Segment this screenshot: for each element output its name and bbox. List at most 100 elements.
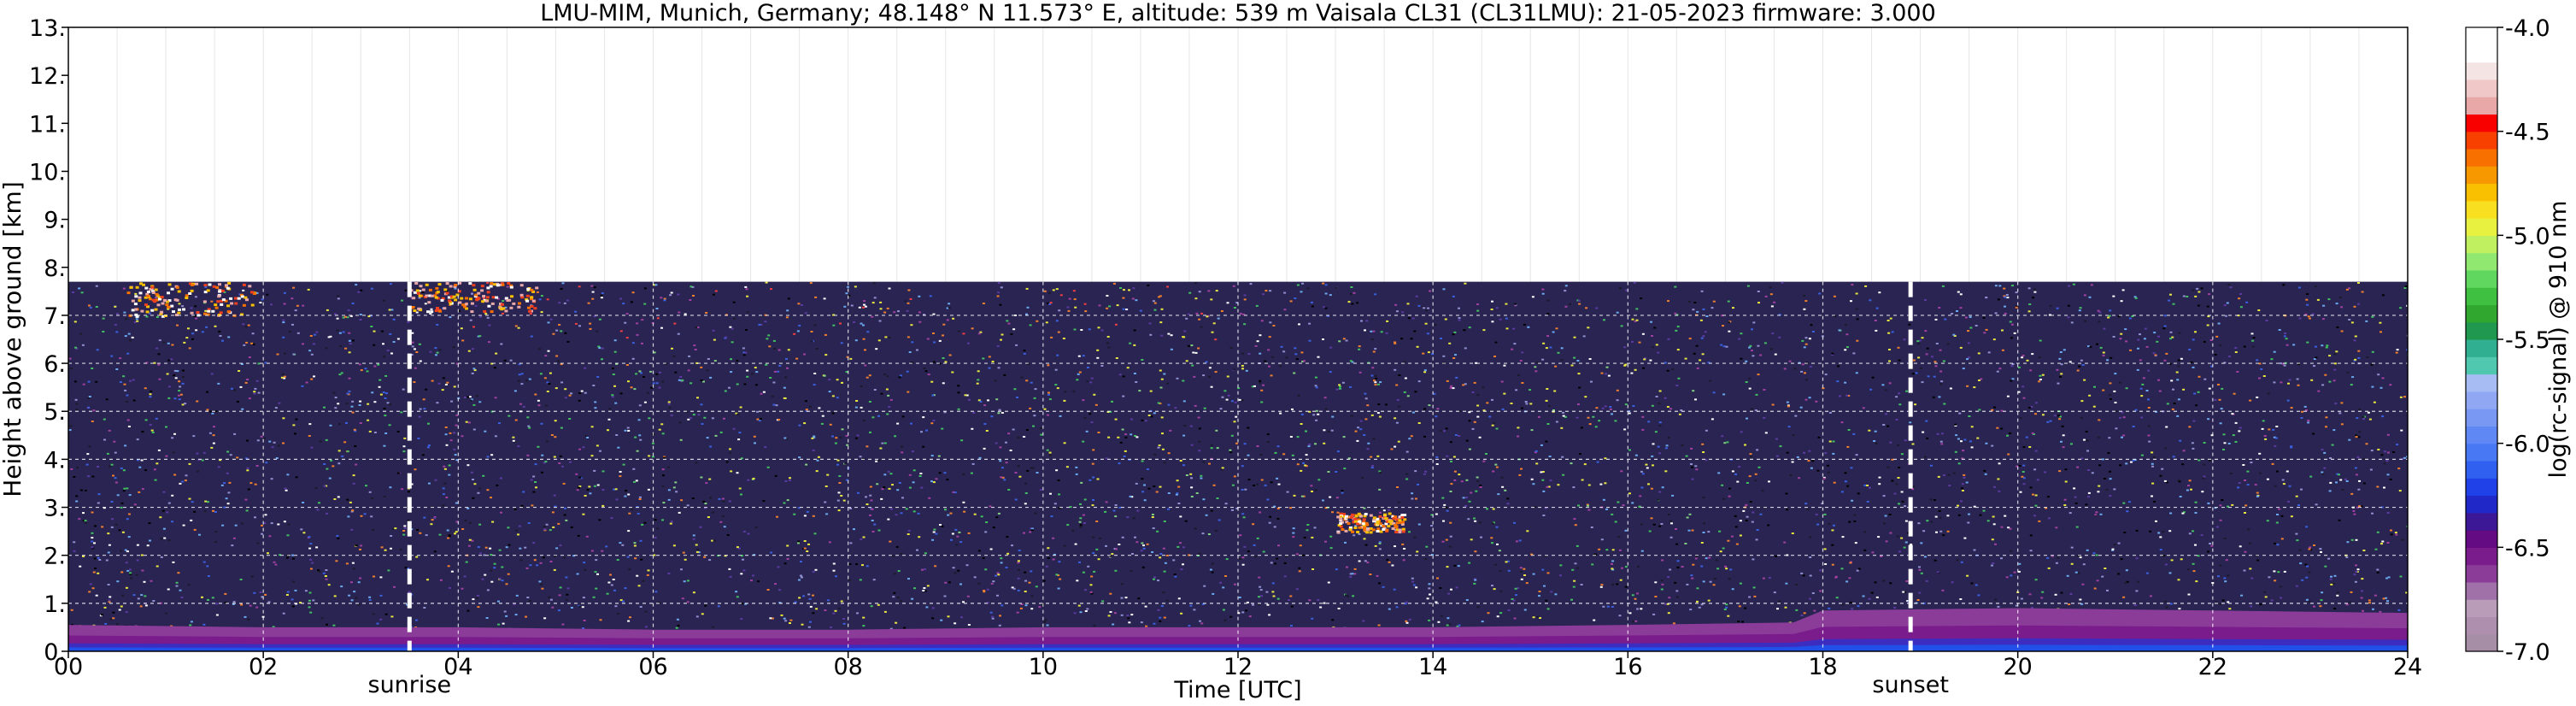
noise-speck [1970, 446, 1974, 449]
noise-speck [91, 421, 94, 422]
noise-speck [478, 335, 482, 338]
noise-speck [2176, 415, 2180, 417]
noise-speck [1377, 582, 1381, 585]
noise-speck [2247, 528, 2250, 531]
noise-speck [302, 343, 304, 345]
noise-speck [176, 324, 179, 327]
noise-speck [1050, 515, 1053, 518]
noise-speck [1266, 441, 1270, 443]
noise-speck [505, 546, 508, 549]
noise-speck [1247, 550, 1250, 553]
noise-speck [638, 496, 642, 498]
noise-speck [1940, 443, 1944, 445]
noise-speck [73, 476, 76, 478]
noise-speck [1079, 524, 1083, 527]
noise-speck [1738, 466, 1741, 468]
noise-speck [246, 439, 249, 442]
noise-speck [1249, 283, 1253, 285]
noise-speck [1674, 285, 1677, 288]
noise-speck [479, 552, 482, 555]
noise-speck [2049, 304, 2052, 307]
noise-speck [2151, 482, 2155, 485]
noise-speck [700, 366, 703, 368]
noise-speck [714, 434, 718, 437]
noise-speck [1557, 484, 1560, 486]
noise-speck [1428, 583, 1431, 585]
noise-speck [783, 437, 787, 439]
noise-speck [2031, 607, 2033, 609]
noise-speck [1442, 288, 1446, 291]
noise-speck [1141, 542, 1144, 544]
noise-speck [424, 303, 427, 305]
noise-speck [1024, 482, 1028, 485]
noise-speck [1833, 315, 1836, 317]
noise-speck [2228, 608, 2232, 610]
noise-speck [601, 489, 605, 491]
noise-speck [1515, 594, 1518, 597]
noise-speck [1874, 581, 1877, 584]
noise-speck [448, 586, 451, 589]
noise-speck [1862, 407, 1865, 409]
noise-speck [377, 363, 380, 366]
noise-speck [188, 347, 191, 350]
noise-speck [414, 367, 417, 369]
noise-speck [506, 285, 509, 288]
noise-speck [218, 330, 221, 332]
noise-speck [572, 555, 576, 557]
noise-speck [1159, 369, 1162, 372]
noise-speck [930, 455, 934, 457]
noise-speck [1198, 552, 1201, 555]
noise-speck [725, 336, 728, 338]
noise-speck [2330, 575, 2332, 578]
noise-speck [1870, 591, 1874, 594]
noise-speck [2034, 579, 2038, 581]
noise-speck [520, 373, 524, 375]
noise-speck [794, 601, 797, 603]
noise-speck [2395, 533, 2398, 536]
noise-speck [453, 385, 456, 388]
noise-speck [641, 342, 643, 344]
noise-speck [2326, 344, 2329, 347]
noise-speck [863, 303, 866, 306]
noise-speck [106, 452, 109, 455]
noise-speck [1696, 587, 1699, 590]
noise-speck [70, 468, 73, 470]
noise-speck [2021, 356, 2024, 359]
noise-speck [2017, 391, 2021, 393]
noise-speck [1888, 514, 1892, 515]
noise-speck [2076, 369, 2080, 372]
noise-speck [1997, 298, 2000, 301]
noise-speck [1681, 566, 1684, 568]
noise-speck [2194, 331, 2197, 333]
noise-speck [1716, 568, 1720, 570]
noise-speck [1378, 541, 1382, 543]
noise-speck [1893, 606, 1897, 609]
noise-speck [1602, 498, 1605, 501]
noise-speck [661, 485, 665, 487]
noise-speck [2306, 303, 2309, 306]
noise-speck [1214, 529, 1218, 532]
noise-speck [226, 472, 229, 474]
noise-speck [1372, 330, 1376, 332]
noise-speck [803, 515, 807, 517]
noise-speck [1107, 436, 1111, 438]
noise-speck [1828, 411, 1832, 414]
noise-speck [643, 401, 647, 403]
noise-speck [1851, 284, 1854, 286]
noise-speck [155, 417, 158, 420]
noise-speck [2094, 514, 2098, 516]
noise-speck [1822, 387, 1825, 390]
noise-speck [2139, 387, 2143, 390]
noise-speck [1634, 620, 1638, 622]
noise-speck [2033, 288, 2037, 291]
noise-speck [544, 355, 548, 357]
noise-speck [1702, 532, 1705, 533]
noise-speck [1507, 609, 1511, 611]
noise-speck [2299, 562, 2303, 565]
noise-speck [1005, 567, 1008, 568]
noise-speck [1962, 368, 1965, 370]
noise-speck [660, 297, 663, 299]
noise-speck [2196, 287, 2199, 290]
noise-speck [1840, 421, 1844, 424]
noise-speck [1190, 444, 1194, 446]
